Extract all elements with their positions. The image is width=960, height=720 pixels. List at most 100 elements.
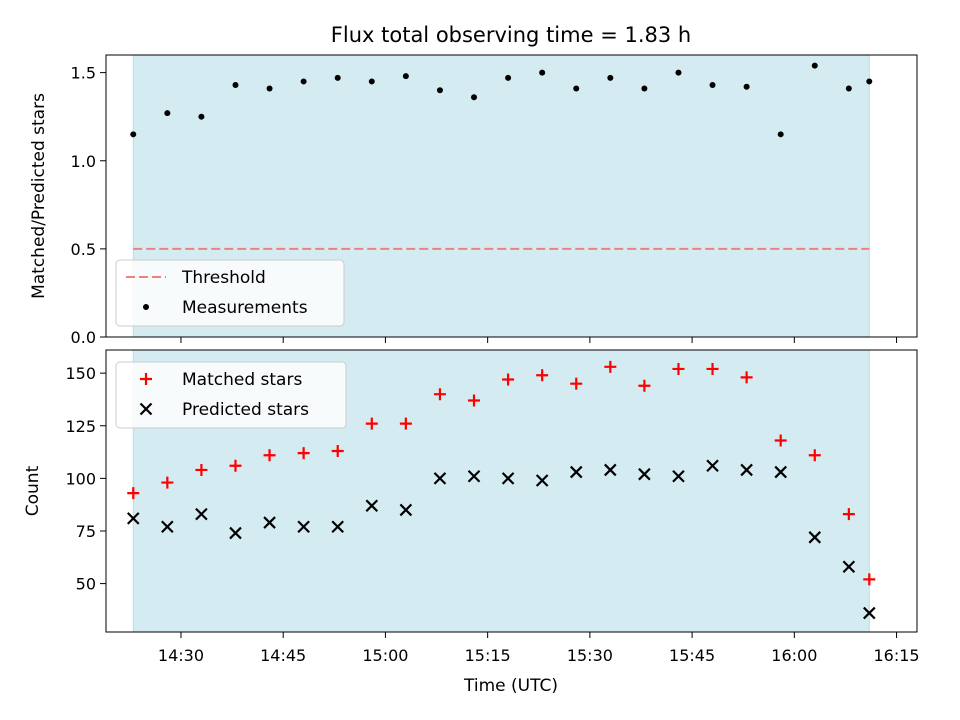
data-point bbox=[433, 388, 446, 401]
data-point bbox=[365, 499, 379, 513]
data-point bbox=[195, 507, 208, 521]
data-point bbox=[774, 465, 787, 479]
data-point bbox=[539, 69, 546, 76]
data-point bbox=[672, 362, 685, 375]
data-point bbox=[368, 78, 375, 85]
chart-title: Flux total observing time = 1.83 h bbox=[331, 23, 691, 47]
legend-label: Matched stars bbox=[182, 370, 302, 390]
data-point bbox=[195, 463, 208, 476]
data-point bbox=[126, 512, 140, 525]
data-point bbox=[570, 377, 583, 390]
y-tick-label: 1.5 bbox=[71, 64, 96, 83]
data-point bbox=[331, 520, 344, 534]
legend-predicted-swatch bbox=[139, 402, 153, 416]
x-axis-label: Time (UTC) bbox=[463, 676, 558, 696]
bottom-panel: 50 75 100 125 150 14:30 14:45 15:00 15:15 15:30 15… bbox=[65, 349, 920, 665]
data-point bbox=[573, 85, 580, 92]
data-point bbox=[334, 74, 341, 81]
data-point bbox=[365, 417, 378, 430]
y-tick-label: 1.0 bbox=[71, 152, 96, 171]
x-tick-label: 15:45 bbox=[669, 646, 715, 665]
data-point bbox=[436, 87, 443, 94]
x-tick-label: 15:15 bbox=[465, 646, 511, 665]
y-tick-label: 125 bbox=[65, 417, 96, 436]
data-point bbox=[675, 69, 682, 76]
data-point bbox=[229, 459, 242, 472]
data-point bbox=[505, 74, 512, 81]
data-point bbox=[706, 459, 719, 473]
data-point bbox=[536, 369, 549, 382]
data-point bbox=[535, 474, 549, 487]
data-point bbox=[331, 445, 344, 458]
y-tick-label: 0.5 bbox=[71, 240, 96, 259]
axes-frame bbox=[105, 349, 918, 633]
data-point bbox=[641, 85, 648, 92]
y-tick-label: 150 bbox=[65, 364, 96, 383]
y-tick-label: 50 bbox=[76, 575, 96, 594]
data-point bbox=[501, 472, 515, 485]
y-tick-label: 0.0 bbox=[71, 328, 96, 347]
legend-box bbox=[115, 259, 345, 327]
data-point bbox=[842, 508, 855, 521]
data-point bbox=[604, 463, 617, 477]
data-point bbox=[569, 465, 583, 479]
data-point bbox=[161, 476, 174, 489]
data-point bbox=[863, 573, 876, 586]
x-tick-label: 16:00 bbox=[771, 646, 817, 665]
legend: Matched stars Predicted stars bbox=[115, 361, 347, 429]
data-point bbox=[709, 81, 716, 88]
data-point bbox=[266, 85, 273, 92]
data-point bbox=[232, 81, 239, 88]
x-tick-label: 15:00 bbox=[362, 646, 408, 665]
data-point bbox=[672, 469, 685, 483]
data-point bbox=[468, 394, 481, 407]
data-point bbox=[808, 449, 821, 462]
data-point bbox=[502, 373, 515, 386]
data-point bbox=[866, 78, 873, 85]
legend-label: Threshold bbox=[181, 268, 266, 288]
data-point bbox=[164, 110, 171, 117]
data-point bbox=[845, 85, 852, 92]
y-tick-label: 75 bbox=[76, 522, 96, 541]
data-point bbox=[127, 487, 140, 500]
data-point bbox=[638, 379, 651, 392]
data-point bbox=[471, 94, 478, 101]
x-tick-label: 14:45 bbox=[260, 646, 306, 665]
legend-matched-swatch bbox=[140, 373, 152, 385]
data-point bbox=[130, 131, 137, 138]
top-y-axis-label: Matched/Predicted stars bbox=[29, 93, 49, 299]
legend-measurements-swatch bbox=[143, 304, 149, 310]
data-point bbox=[399, 503, 413, 517]
data-point bbox=[604, 360, 617, 373]
y-tick-label: 100 bbox=[65, 469, 96, 488]
top-panel: 0.0 0.5 1.0 1.5 Threshold Measurements bbox=[71, 54, 918, 347]
series-matched-stars bbox=[127, 360, 876, 586]
legend: Threshold Measurements bbox=[115, 259, 345, 327]
data-point bbox=[842, 560, 856, 574]
data-point bbox=[297, 520, 310, 534]
data-point bbox=[777, 131, 784, 138]
data-point bbox=[774, 434, 787, 447]
x-tick-label: 16:15 bbox=[873, 646, 919, 665]
data-point bbox=[161, 520, 174, 534]
axes-frame bbox=[105, 54, 918, 338]
data-point bbox=[399, 417, 412, 430]
data-point bbox=[740, 463, 753, 477]
data-point bbox=[743, 83, 750, 90]
data-point bbox=[638, 467, 651, 481]
x-tick-label: 14:30 bbox=[158, 646, 204, 665]
series-measurements bbox=[130, 62, 873, 138]
data-point bbox=[263, 516, 276, 529]
data-point bbox=[402, 73, 409, 80]
legend-box bbox=[115, 361, 347, 429]
x-tick-label: 15:30 bbox=[567, 646, 613, 665]
data-point bbox=[863, 606, 876, 620]
data-point bbox=[229, 526, 242, 540]
data-point bbox=[300, 78, 307, 85]
data-point bbox=[808, 531, 822, 544]
data-point bbox=[607, 74, 614, 81]
data-point bbox=[297, 447, 310, 460]
data-point bbox=[811, 62, 818, 69]
data-point bbox=[263, 449, 276, 462]
